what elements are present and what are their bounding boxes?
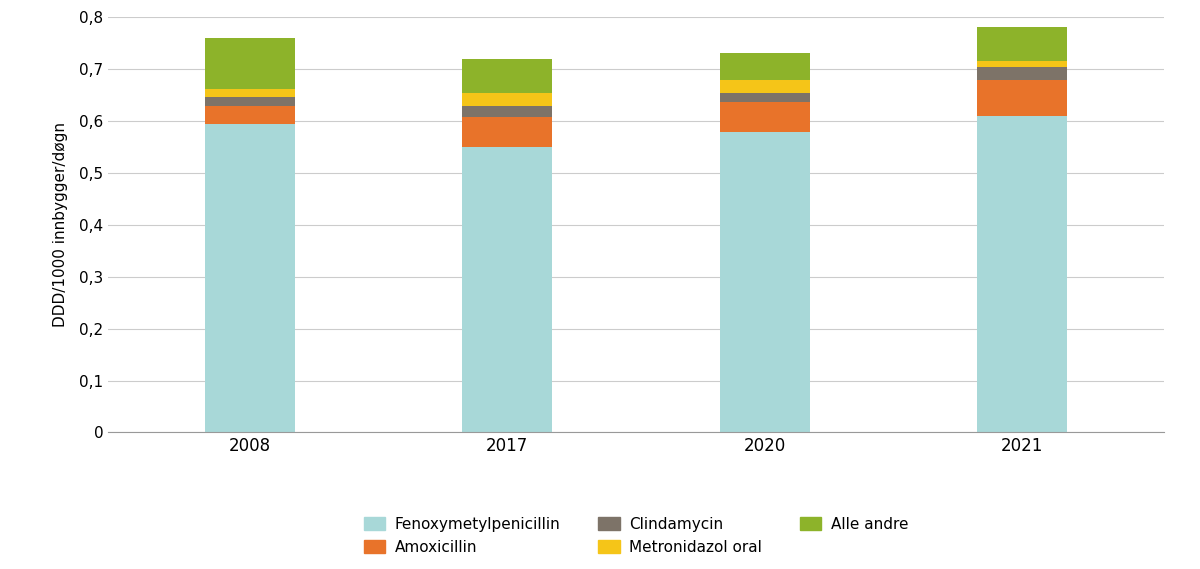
Bar	[204, 123, 295, 432]
Bar	[462, 59, 552, 93]
Bar	[204, 38, 295, 89]
Bar	[720, 80, 810, 93]
Bar	[720, 102, 810, 133]
Bar	[204, 106, 295, 123]
Bar	[462, 93, 552, 106]
Bar	[462, 117, 552, 147]
Bar	[204, 97, 295, 106]
Bar	[977, 116, 1068, 432]
Bar	[462, 147, 552, 432]
Bar	[720, 93, 810, 102]
Bar	[977, 68, 1068, 80]
Bar	[720, 133, 810, 432]
Bar	[977, 61, 1068, 68]
Legend: Fenoxymetylpenicillin, Amoxicillin, Clindamycin, Metronidazol oral, Alle andre: Fenoxymetylpenicillin, Amoxicillin, Clin…	[358, 511, 914, 560]
Bar	[462, 106, 552, 117]
Bar	[720, 53, 810, 80]
Bar	[977, 80, 1068, 116]
Bar	[204, 89, 295, 97]
Y-axis label: DDD/1000 innbygger/døgn: DDD/1000 innbygger/døgn	[53, 122, 67, 327]
Bar	[977, 27, 1068, 61]
